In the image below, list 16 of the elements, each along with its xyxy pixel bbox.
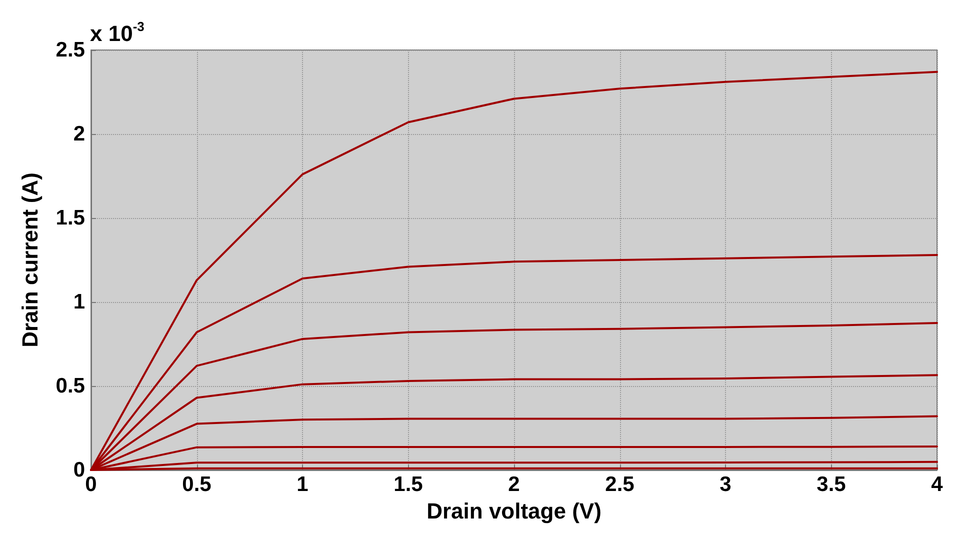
x-tick-label: 3 bbox=[720, 473, 732, 496]
x-tick-label: 4 bbox=[931, 473, 944, 496]
y-tick-label: 0.5 bbox=[56, 374, 86, 398]
x-tick-label: 3.5 bbox=[816, 473, 846, 496]
x-tick-label: 1.5 bbox=[394, 473, 424, 496]
x-tick-label: 2.5 bbox=[605, 473, 635, 496]
y-axis-title: Drain current (A) bbox=[18, 172, 42, 348]
x-axis-title: Drain voltage (V) bbox=[426, 498, 602, 524]
y-tick-label: 1.5 bbox=[56, 206, 86, 230]
x-tick-label: 2 bbox=[508, 473, 520, 496]
y-tick-label: 0 bbox=[73, 458, 85, 482]
y-tick-label: 1 bbox=[73, 290, 86, 314]
x-tick-label: 1 bbox=[296, 473, 309, 496]
x-tick-label: 0.5 bbox=[182, 473, 212, 496]
y-tick-label: 2 bbox=[73, 122, 85, 146]
y-tick-label: 2.5 bbox=[56, 38, 86, 62]
